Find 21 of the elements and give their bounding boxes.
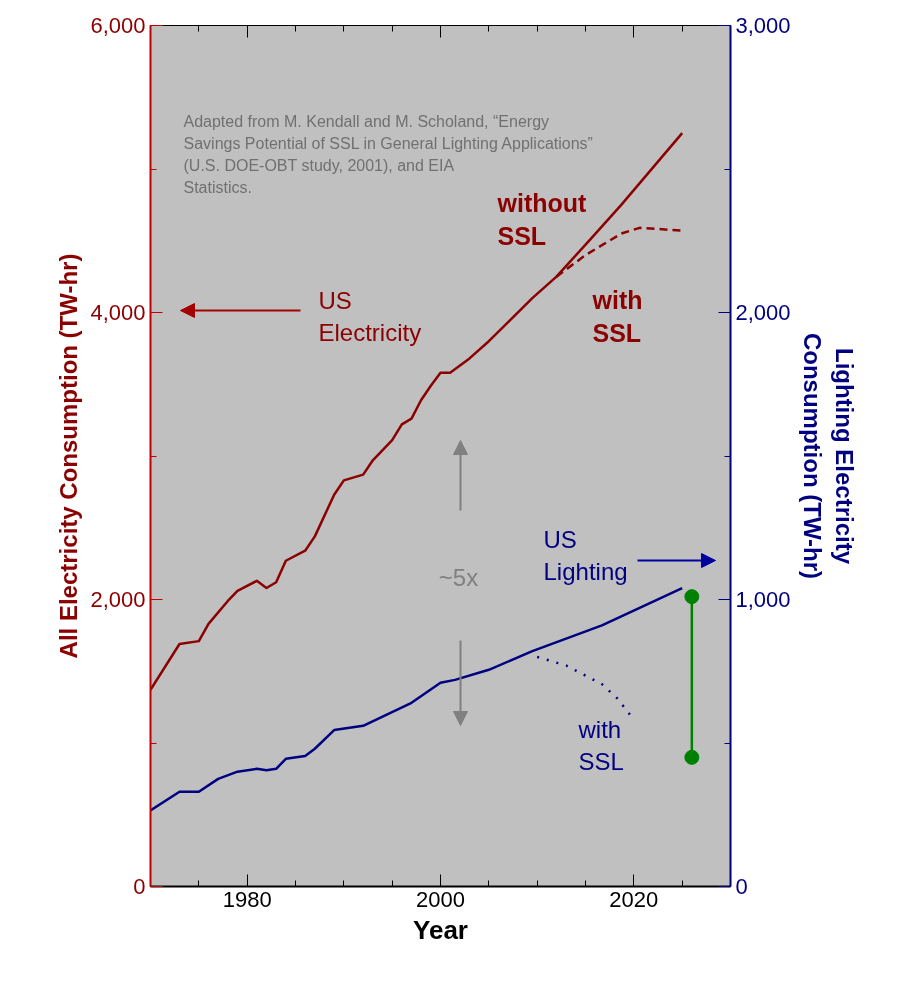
y2-tick-label: 0 — [735, 874, 748, 899]
y2-tick-label: 1,000 — [735, 587, 791, 612]
y2-axis-title: Lighting Electricity Consumption (TW-hr) — [798, 332, 858, 580]
line-series — [150, 131, 684, 692]
y-tick-label: 6,000 — [90, 13, 146, 38]
x-tick-label: 1980 — [222, 886, 272, 912]
y2-tick-label: 3,000 — [735, 13, 791, 38]
y-tick-label: 2,000 — [90, 587, 146, 612]
y-tick-label: 0 — [133, 874, 146, 899]
y-tick-label: 4,000 — [90, 300, 146, 325]
x-axis-title: Year — [413, 914, 468, 945]
annotation: ~5x — [438, 564, 479, 591]
annotation: with SSL — [577, 715, 624, 775]
annotation: US Electricity — [318, 286, 422, 347]
annotation: US Lighting — [543, 525, 628, 586]
annotation: without SSL — [496, 188, 588, 251]
x-tick-label: 2020 — [609, 886, 659, 912]
y-axis-title: All Electricity Consumption (TW-hr) — [55, 253, 83, 659]
x-tick-label: 2000 — [416, 886, 465, 912]
annotation: with SSL — [591, 285, 643, 348]
y2-tick-label: 2,000 — [735, 300, 791, 325]
